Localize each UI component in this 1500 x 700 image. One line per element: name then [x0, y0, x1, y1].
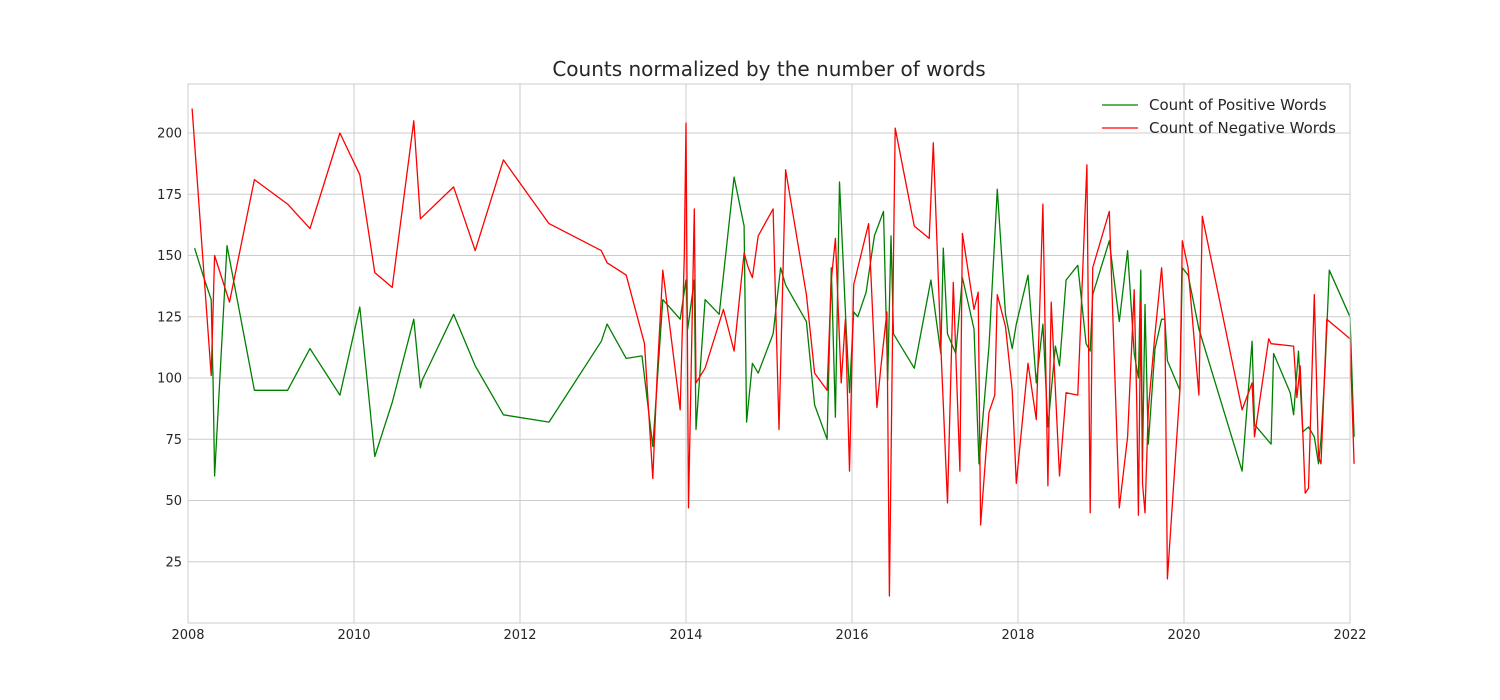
y-tick-label: 50: [165, 494, 182, 509]
x-tick-label: 2012: [503, 628, 536, 643]
y-tick-label: 75: [165, 433, 182, 448]
gridlines: [187, 84, 1351, 623]
y-tick-label: 175: [157, 188, 182, 203]
y-tick-label: 125: [157, 310, 182, 325]
series-lines: [191, 108, 1355, 597]
y-tick-label: 25: [165, 555, 182, 570]
tick-labels: 2008 2010 2012 2014 2016 2018 2020 2022 25 50 75 10…: [157, 127, 1366, 644]
chart-title: Counts normalized by the number of words: [552, 57, 985, 81]
series-line-positive: [193, 176, 1355, 477]
x-tick-label: 2014: [669, 628, 702, 643]
x-tick-label: 2016: [835, 628, 868, 643]
legend-label: Count of Positive Words: [1149, 96, 1327, 114]
y-tick-label: 100: [157, 372, 182, 387]
plot-area-frame: [187, 83, 1351, 624]
series-line-negative: [191, 108, 1355, 597]
legend: Count of Positive Words Count of Negative…: [1102, 96, 1336, 137]
y-tick-label: 150: [157, 249, 182, 264]
legend-label: Count of Negative Words: [1149, 119, 1336, 137]
x-tick-label: 2020: [1167, 628, 1200, 643]
y-tick-label: 200: [157, 127, 182, 142]
x-tick-label: 2022: [1333, 628, 1366, 643]
x-tick-label: 2008: [171, 628, 204, 643]
x-tick-label: 2010: [337, 628, 370, 643]
x-tick-label: 2018: [1001, 628, 1034, 643]
